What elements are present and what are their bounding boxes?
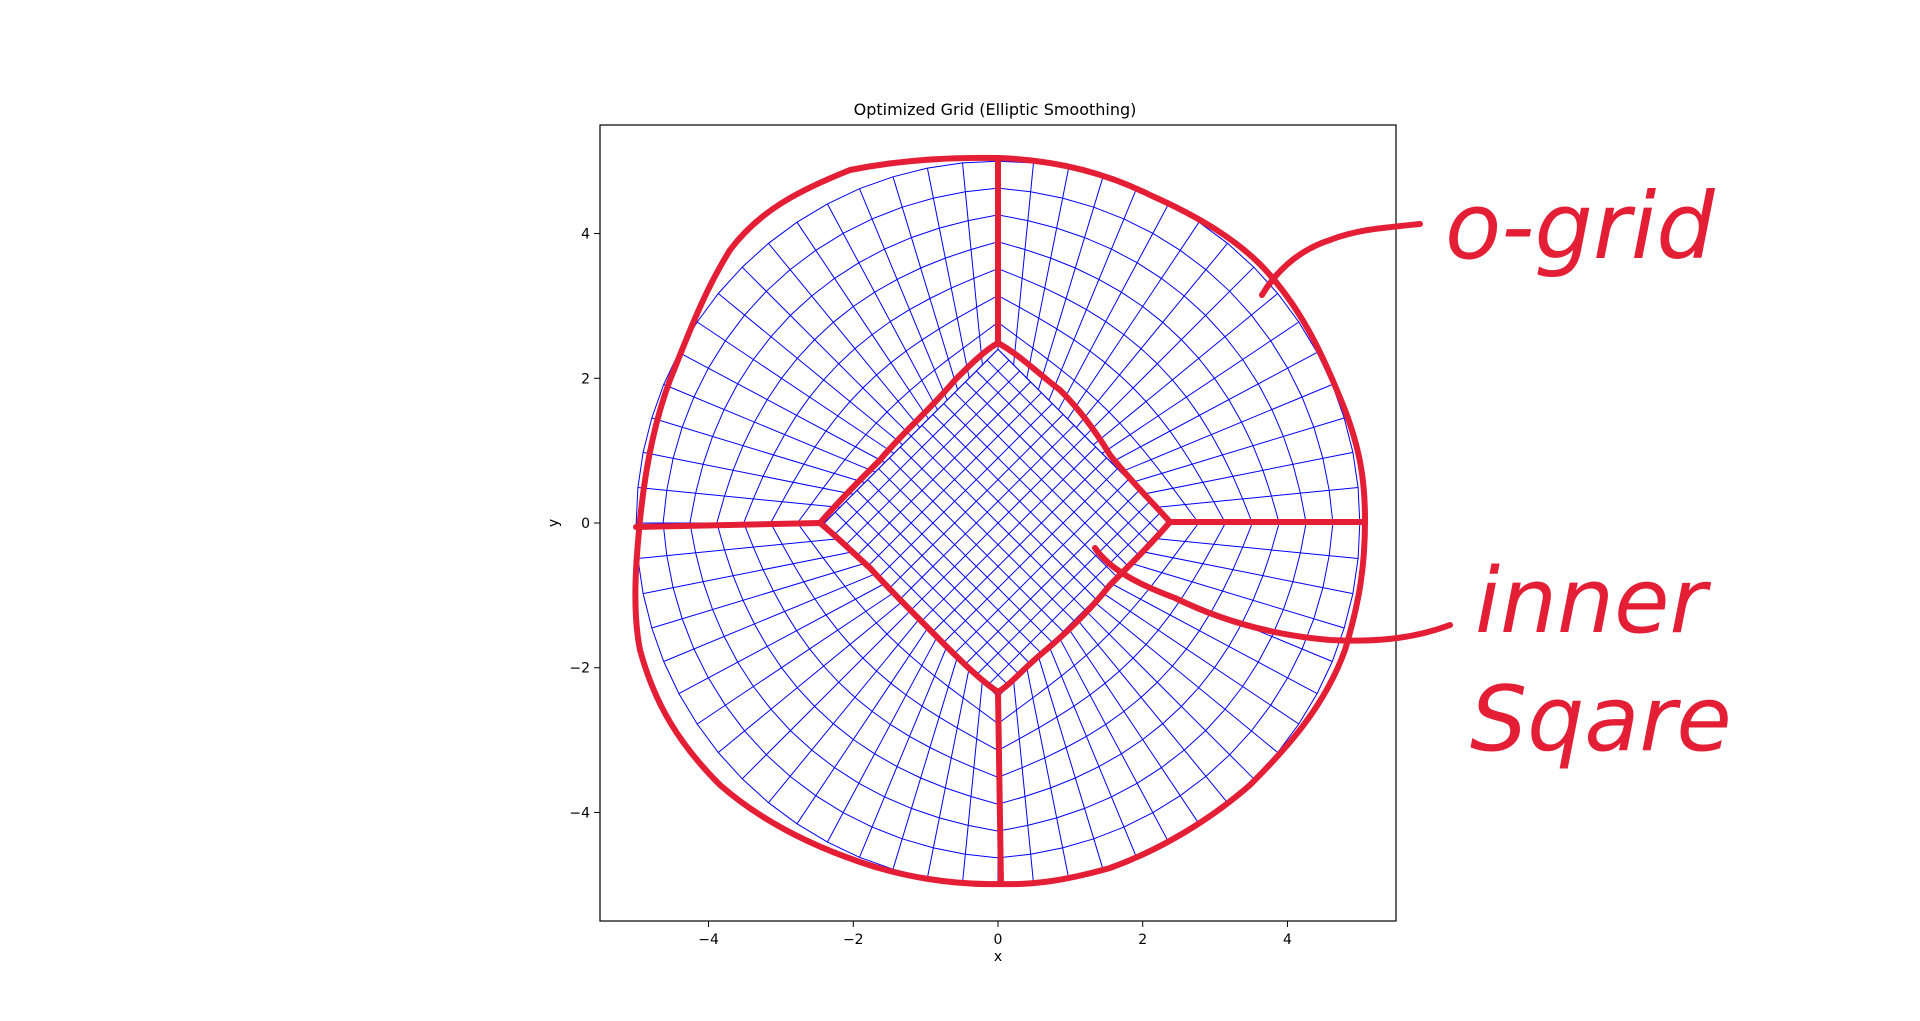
o-grid-spoke — [643, 451, 854, 495]
o-grid-spoke — [663, 384, 876, 473]
o-grid-spoke — [678, 583, 886, 695]
x-tick-label: −4 — [698, 932, 719, 948]
inner-grid-line — [899, 446, 1075, 622]
annotation-inner-label-2: Sqare — [1470, 667, 1732, 772]
y-tick-label: 0 — [581, 516, 590, 532]
o-grid-spoke — [892, 176, 959, 390]
inner-grid-line — [845, 500, 1021, 676]
o-grid-spoke — [1093, 293, 1279, 446]
o-grid-spoke — [1067, 626, 1200, 825]
inner-grid-line — [954, 479, 1129, 654]
x-tick-label: 2 — [1138, 932, 1147, 948]
o-grid-spoke — [1142, 551, 1353, 595]
inner-grid-line — [943, 468, 1118, 643]
o-grid-spoke — [1142, 451, 1353, 495]
o-grid-spoke — [859, 645, 948, 858]
annotation-arrow-o-grid — [1259, 221, 1423, 298]
inner-grid-line — [921, 446, 1097, 622]
o-grid-spoke — [1067, 221, 1200, 420]
o-grid-spoke — [1026, 168, 1070, 379]
o-grid-spoke — [1120, 384, 1333, 473]
o-grid-spoke — [717, 600, 903, 753]
o-grid-spoke — [926, 667, 970, 878]
o-grid-spoke — [796, 626, 929, 825]
annotation-o-grid-label: o-grid — [1445, 173, 1715, 280]
y-tick-label: 2 — [581, 371, 590, 387]
o-grid-spoke — [1048, 645, 1137, 858]
o-grid-spoke — [1048, 188, 1137, 401]
o-grid-spoke — [741, 609, 912, 780]
o-grid-spoke — [1131, 417, 1345, 484]
inner-grid-line — [878, 468, 1053, 643]
x-tick-label: −2 — [843, 932, 864, 948]
y-tick-label: −4 — [569, 805, 590, 821]
axis-ticks: −4 −2 0 2 4 −4 −2 0 2 4 — [569, 227, 1292, 948]
o-grid-spoke — [1110, 351, 1318, 463]
y-tick-label: 4 — [581, 227, 590, 243]
inner-grid-line — [986, 511, 1162, 687]
inner-grid-line — [856, 490, 1031, 665]
o-grid-spoke — [1101, 321, 1300, 454]
inner-grid-line — [889, 457, 1064, 632]
inner-grid-line — [932, 457, 1107, 632]
o-grid-spoke — [926, 168, 970, 379]
x-tick-label: 0 — [994, 932, 1003, 948]
o-grid-spoke — [1084, 266, 1255, 437]
annotation-spoke-bottom — [995, 689, 1004, 887]
o-grid-spoke — [1037, 656, 1104, 870]
o-grid-spoke — [651, 562, 865, 629]
o-grid-spoke — [859, 188, 948, 401]
o-grid-spoke — [1058, 203, 1170, 411]
handdrawn-annotations — [632, 154, 1453, 888]
inner-grid-line — [834, 511, 1010, 687]
o-grid-spoke — [962, 162, 983, 365]
o-grid-spoke — [1075, 242, 1228, 428]
o-grid-spoke — [1075, 618, 1228, 804]
chart-title: Optimized Grid (Elliptic Smoothing) — [854, 100, 1137, 119]
o-grid-spoke — [1093, 600, 1279, 753]
o-grid-spoke — [1156, 538, 1359, 559]
o-grid-spoke — [637, 487, 840, 508]
o-grid-spoke — [1131, 562, 1345, 629]
o-grid-spoke — [696, 592, 895, 725]
x-tick-label: 4 — [1283, 932, 1292, 948]
o-grid-spoke — [826, 203, 938, 411]
o-grid-spoke — [796, 221, 929, 420]
o-grid-spoke — [696, 321, 895, 454]
y-axis-label: y — [546, 519, 562, 527]
o-grid-spoke — [651, 417, 865, 484]
o-grid-spoke — [1037, 176, 1104, 390]
o-grid-spoke — [892, 656, 959, 870]
o-grid-spoke — [1110, 583, 1318, 695]
o-grid-spoke — [768, 242, 921, 428]
o-grid-spoke — [1084, 609, 1255, 780]
o-grid-spoke — [768, 618, 921, 804]
inner-grid-line — [867, 479, 1042, 654]
o-grid-spoke — [678, 351, 886, 463]
inner-grid-line — [975, 500, 1151, 676]
o-grid-spoke — [1101, 592, 1300, 725]
o-grid-spoke — [1026, 667, 1070, 878]
o-grid-spoke — [1013, 681, 1034, 884]
o-grid-spoke — [962, 681, 983, 884]
o-grid-spoke — [1058, 635, 1170, 843]
annotation-inner-label-1: inner — [1475, 549, 1711, 654]
o-grid-spoke — [741, 266, 912, 437]
inner-grid-line — [965, 490, 1140, 665]
o-grid-spoke — [663, 573, 876, 662]
x-axis-label: x — [994, 949, 1002, 965]
o-grid-spoke — [1013, 162, 1034, 365]
inner-grid-line — [910, 435, 1086, 611]
o-grid-spoke — [643, 551, 854, 595]
o-grid-spoke — [826, 635, 938, 843]
o-grid-spoke — [717, 293, 903, 446]
annotation-spoke-left — [633, 520, 823, 530]
annotation-outer-circle — [632, 154, 1368, 888]
o-grid-spoke — [1156, 487, 1359, 508]
o-grid-spoke — [637, 538, 840, 559]
y-tick-label: −2 — [569, 661, 590, 677]
annotation-arrow-inner-square — [1092, 545, 1453, 644]
